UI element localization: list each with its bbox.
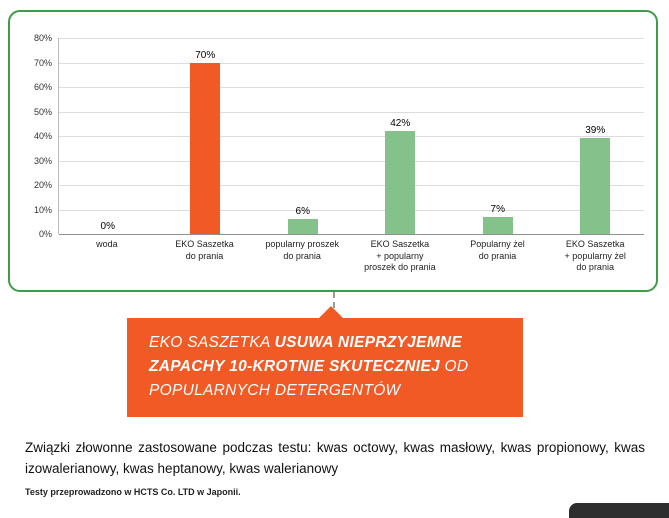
bar-column: 0% (59, 38, 157, 234)
callout-box: EKO SASZETKA USUWA NIEPRZYJEMNE ZAPACHY 1… (127, 306, 523, 418)
bar (385, 131, 416, 234)
x-tick-label: EKO Saszetka + popularny proszek do pran… (364, 239, 436, 273)
x-tick-label: Popularny żel do prania (470, 239, 525, 261)
bar-value-label: 70% (195, 49, 216, 61)
y-tick-label: 0% (38, 229, 52, 239)
callout-pointer (319, 306, 343, 318)
y-axis: 80% 70% 60% 50% 40% 30% 20% 10% 0% (16, 33, 58, 239)
test-substances-description: Związki złowonne zastosowane podczas tes… (25, 440, 645, 476)
x-axis-labels: woda EKO Saszetka do prania popularny pros… (58, 239, 644, 274)
test-lab-note: Testy przeprowadzono w HCTS Co. LTD w Ja… (25, 487, 241, 497)
bar-value-label: 42% (390, 118, 411, 130)
callout-connector-dashed-line (333, 292, 335, 318)
chart-panel: 80% 70% 60% 50% 40% 30% 20% 10% 0% 0% 70% 6% 42% 7% 3… (8, 10, 658, 292)
y-tick-label: 50% (33, 106, 52, 117)
callout-text: EKO SASZETKA USUWA NIEPRZYJEMNE ZAPACHY 1… (149, 331, 501, 403)
bar (482, 216, 513, 234)
gridline (59, 234, 644, 235)
bar (287, 219, 318, 234)
gridline (59, 38, 644, 39)
gridline (59, 185, 644, 186)
gridline (59, 136, 644, 137)
bar-chart: 80% 70% 60% 50% 40% 30% 20% 10% 0% 0% 70% 6% 42% 7% 3… (10, 12, 656, 280)
x-tick-label: popularny proszek do prania (265, 239, 339, 261)
y-tick-label: 30% (33, 155, 52, 166)
callout-line: POPULARNYCH DETERGENTÓW (149, 382, 401, 400)
gridline (59, 87, 644, 88)
y-tick-label: 40% (33, 131, 52, 141)
bar-column: 7% (449, 38, 547, 234)
gridline (59, 160, 644, 162)
gridline (59, 62, 644, 64)
bar-column: 42% (352, 38, 450, 234)
y-tick-label: 60% (33, 82, 52, 92)
x-tick-label: EKO Saszetka + popularny żel do prania (564, 239, 626, 273)
y-tick-label: 10% (33, 204, 52, 215)
bar (580, 138, 611, 234)
plot-wrap: 0% 70% 6% 42% 7% 39% woda EKO Saszetka do pran… (58, 38, 644, 274)
bar-columns: 0% 70% 6% 42% 7% 39% (59, 38, 644, 234)
bar-value-label: 39% (585, 125, 606, 137)
bar-column: 70% (157, 38, 255, 234)
bar-column: 6% (254, 38, 352, 234)
callout-line: EKO SASZETKA USUWA NIEPRZYJEMNE (149, 334, 463, 351)
bar-value-label: 6% (295, 206, 310, 218)
y-tick-label: 80% (33, 33, 52, 43)
y-tick-label: 70% (33, 57, 52, 68)
bar-value-label: 7% (490, 203, 505, 215)
x-tick-label: woda (96, 239, 118, 249)
y-tick-label: 20% (33, 180, 52, 190)
x-tick-label: EKO Saszetka do prania (175, 239, 234, 261)
plot-area: 0% 70% 6% 42% 7% 39% (58, 38, 644, 235)
bottom-right-banner (569, 503, 669, 518)
callout-line: ZAPACHY 10-KROTNIE SKUTECZNIEJ OD (149, 358, 469, 376)
bar (190, 62, 221, 234)
gridline (59, 111, 644, 113)
gridline (59, 209, 644, 211)
bar-value-label: 0% (100, 221, 115, 232)
bar-column: 39% (547, 38, 645, 234)
